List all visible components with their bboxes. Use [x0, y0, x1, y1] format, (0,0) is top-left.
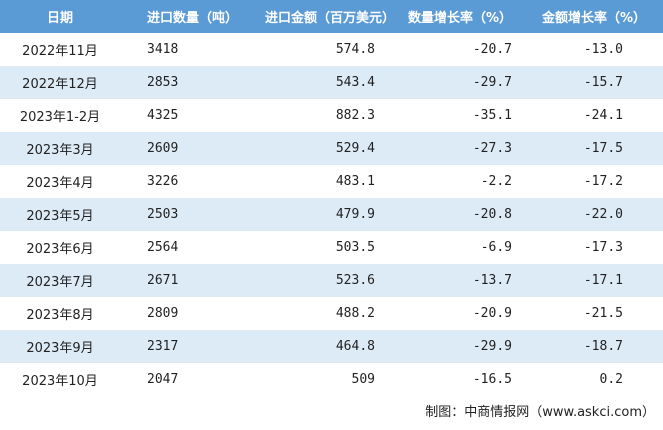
table-cell: 2023年6月 — [26, 242, 94, 257]
table-cell: 2853 — [120, 66, 265, 99]
data-table: 日期 进口数量（吨） 进口金额（百万美元） 数量增长率（%） 金额增长率（%） 2022… — [0, 0, 663, 396]
table-cell: -17.5 — [525, 132, 663, 165]
header-cell: 进口金额（百万美元） — [265, 0, 395, 33]
table-row: 2023年4月 3226 483.1 -2.2 -17.2 — [0, 165, 663, 198]
table-cell: -2.2 — [480, 174, 512, 189]
table-cell: 2023年10月 — [22, 374, 98, 389]
table-cell: 2023年7月 — [0, 264, 120, 297]
table-cell: 2317 — [120, 330, 265, 363]
table-cell: 2023年9月 — [0, 330, 120, 363]
table-cell: -13.7 — [395, 264, 525, 297]
table-cell: 479.9 — [265, 198, 395, 231]
header-cell: 数量增长率（%） — [395, 0, 525, 33]
table-cell: -22.0 — [525, 198, 663, 231]
header-cell: 日期 — [0, 0, 120, 33]
table-row: 2023年5月 2503 479.9 -20.8 -22.0 — [0, 198, 663, 231]
table-row: 2023年8月 2809 488.2 -20.9 -21.5 — [0, 297, 663, 330]
table-cell: -21.5 — [583, 306, 623, 321]
table-cell: -29.7 — [395, 66, 525, 99]
table-cell: 523.6 — [265, 264, 395, 297]
table-cell: 2023年3月 — [0, 132, 120, 165]
table-row: 2023年10月 2047 509 -16.5 0.2 — [0, 363, 663, 396]
table-cell: 2809 — [147, 306, 179, 321]
table-cell: 2047 — [147, 372, 179, 387]
table-cell: -29.9 — [395, 330, 525, 363]
header-cell: 金额增长率（%） — [525, 0, 663, 33]
table-cell: 2564 — [147, 240, 179, 255]
table-cell: -17.2 — [583, 174, 623, 189]
table-cell: 509 — [351, 372, 375, 387]
table-cell: 483.1 — [335, 174, 375, 189]
table-row: 2023年6月 2564 503.5 -6.9 -17.3 — [0, 231, 663, 264]
table-cell: -13.0 — [583, 42, 623, 57]
footer: 制图：中商情报网（www.askci.com） — [425, 405, 655, 420]
table-row: 2023年7月 2671 523.6 -13.7 -17.1 — [0, 264, 663, 297]
table-cell: -35.1 — [472, 108, 512, 123]
table-cell: -17.3 — [583, 240, 623, 255]
table-cell: -24.1 — [583, 108, 623, 123]
table-row: 2023年1-2月 4325 882.3 -35.1 -24.1 — [0, 99, 663, 132]
table-cell: 3418 — [147, 42, 179, 57]
header-cell: 进口数量（吨） — [120, 0, 265, 33]
table-cell: 488.2 — [335, 306, 375, 321]
table-cell: -20.7 — [472, 42, 512, 57]
table-cell: 464.8 — [265, 330, 395, 363]
table-cell: 2022年11月 — [22, 44, 98, 59]
table-row: 2023年9月 2317 464.8 -29.9 -18.7 — [0, 330, 663, 363]
table-cell: 2022年12月 — [0, 66, 120, 99]
table-row: 2022年11月 3418 574.8 -20.7 -13.0 — [0, 33, 663, 66]
table-cell: 2023年1-2月 — [19, 110, 101, 125]
table-cell: 2671 — [120, 264, 265, 297]
table-cell: -20.9 — [472, 306, 512, 321]
table-cell: -17.1 — [525, 264, 663, 297]
table-cell: -6.9 — [480, 240, 512, 255]
table-cell: -16.5 — [472, 372, 512, 387]
table-cell: 3226 — [147, 174, 179, 189]
table-cell: -15.7 — [525, 66, 663, 99]
table-row: 2022年12月 2853 543.4 -29.7 -15.7 — [0, 66, 663, 99]
table-cell: 543.4 — [265, 66, 395, 99]
table-cell: 529.4 — [265, 132, 395, 165]
table-body: 2022年11月 3418 574.8 -20.7 -13.0 2022年12月 2853 5… — [0, 33, 663, 396]
table-cell: 882.3 — [335, 108, 375, 123]
table-cell: 2609 — [120, 132, 265, 165]
table-cell: 2023年4月 — [26, 176, 94, 191]
table-cell: -18.7 — [525, 330, 663, 363]
table-cell: -27.3 — [395, 132, 525, 165]
table-cell: 2023年5月 — [0, 198, 120, 231]
table-cell: 503.5 — [335, 240, 375, 255]
header-row: 日期 进口数量（吨） 进口金额（百万美元） 数量增长率（%） 金额增长率（%） — [0, 0, 663, 33]
table-cell: -20.8 — [395, 198, 525, 231]
table-cell: 4325 — [147, 108, 179, 123]
table-cell: 574.8 — [335, 42, 375, 57]
table-cell: 2023年8月 — [26, 308, 94, 323]
table-cell: 2503 — [120, 198, 265, 231]
table-cell: 0.2 — [599, 372, 623, 387]
table-row: 2023年3月 2609 529.4 -27.3 -17.5 — [0, 132, 663, 165]
